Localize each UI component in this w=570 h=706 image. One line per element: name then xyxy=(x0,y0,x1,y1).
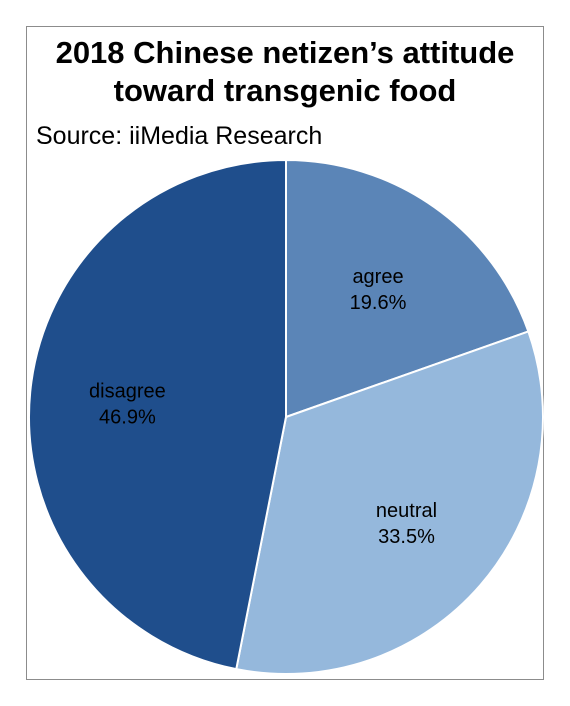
pie-slices xyxy=(28,158,544,675)
pie-value-neutral: 33.5% xyxy=(378,526,435,548)
pie-label-disagree: disagree xyxy=(89,381,166,403)
pie-label-agree: agree xyxy=(352,266,403,288)
chart-source: Source: iiMedia Research xyxy=(36,122,323,150)
pie-slice-neutral xyxy=(235,330,544,675)
chart-title: 2018 Chinese netizen’s attitude toward t… xyxy=(0,34,570,110)
pie-value-agree: 19.6% xyxy=(350,292,407,314)
chart-title-line-1: 2018 Chinese netizen’s attitude xyxy=(55,35,515,70)
pie-label-neutral: neutral xyxy=(376,500,437,522)
chart-title-line-2: toward transgenic food xyxy=(113,73,457,108)
pie-value-disagree: 46.9% xyxy=(99,407,156,429)
pie-labels: agree 19.6% neutral 33.5% disagree 46.9% xyxy=(89,266,437,548)
pie-slice-disagree xyxy=(28,158,287,671)
